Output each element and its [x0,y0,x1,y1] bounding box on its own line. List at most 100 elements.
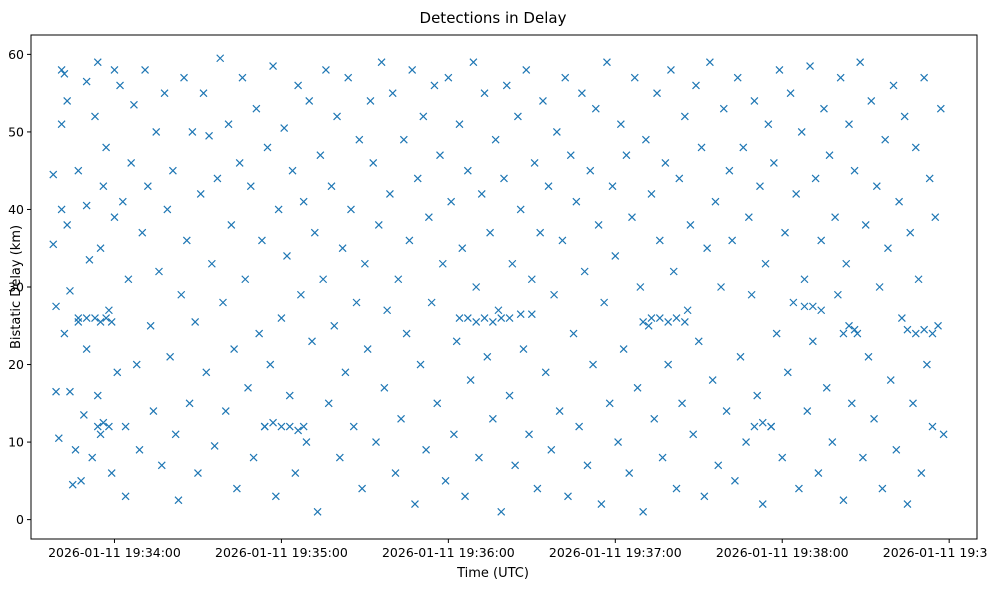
data-point [124,275,133,284]
data-point [522,65,531,74]
data-point [703,244,712,253]
data-point [934,321,942,330]
data-point [516,310,525,319]
data-point [664,360,673,369]
data-point [130,100,138,109]
data-point [430,81,439,90]
data-point [516,205,525,214]
data-point [775,65,784,74]
data-point [294,426,303,435]
data-point [427,298,436,307]
data-point [828,438,837,447]
data-point [369,159,378,167]
data-point [294,81,303,90]
data-point [550,290,559,299]
data-point [569,329,578,338]
data-point [107,317,116,326]
data-point [449,430,458,439]
data-point [541,368,550,377]
data-point [266,360,275,369]
data-point [920,325,929,334]
data-point [577,89,586,98]
data-point [57,120,66,129]
data-point [513,112,522,121]
data-point [374,221,383,229]
data-point [928,329,937,338]
data-point [77,476,86,485]
data-point [672,484,681,493]
data-point [258,236,266,245]
data-point [263,143,272,152]
data-point [455,314,464,322]
data-point [530,159,539,167]
data-point [525,430,533,439]
data-point [797,127,806,136]
data-point [820,104,828,113]
data-point [447,197,456,206]
data-point [756,182,764,191]
data-point [63,221,72,229]
data-point [82,314,91,322]
data-point [847,399,856,408]
data-point [180,73,188,82]
data-point [872,182,881,191]
data-point [591,104,600,113]
data-point [867,96,876,105]
data-point [157,461,166,470]
data-point [171,430,180,439]
data-point [291,469,300,478]
data-point [60,69,69,78]
data-point [603,58,611,67]
data-point [241,275,250,284]
data-point [836,73,845,82]
data-point [333,112,341,121]
data-point [739,143,748,152]
data-point [463,166,472,175]
data-point [555,407,564,415]
data-point [903,325,912,334]
data-point [182,236,191,245]
data-point [216,54,225,63]
data-point [472,317,481,326]
data-point [74,166,83,175]
data-point [653,89,661,98]
data-point [475,453,483,462]
data-point [664,317,673,326]
data-point [611,252,620,260]
y-tick-label: 10 [8,435,24,450]
data-point [238,73,247,82]
data-point [288,166,297,175]
x-tick-label: 2026-01-11 19:37:00 [549,545,682,560]
x-axis-ticks: 2026-01-11 19:34:00 2026-01-11 19:35:00 20… [48,539,987,560]
data-point [102,143,111,152]
data-point [444,73,453,82]
data-point [363,345,372,353]
data-point [644,321,653,330]
data-point [416,360,425,369]
data-point [104,306,113,315]
data-point [388,89,397,98]
data-point [728,236,737,245]
data-point [911,329,920,338]
data-point [925,174,934,183]
data-point [143,182,152,191]
data-point [884,244,892,253]
data-point [316,151,325,160]
data-point [580,267,589,276]
data-point [280,124,289,132]
data-point [285,391,294,400]
data-point [822,383,831,392]
data-point [271,492,280,501]
data-point [82,77,91,86]
data-point [49,240,58,249]
data-point [260,422,269,431]
data-point [296,290,305,299]
data-point [127,159,136,167]
data-point [71,445,80,454]
data-point [900,112,909,121]
data-point [394,275,403,284]
data-point [166,352,175,361]
data-point [717,283,725,291]
marker-layer [49,54,948,516]
data-point [93,422,102,431]
